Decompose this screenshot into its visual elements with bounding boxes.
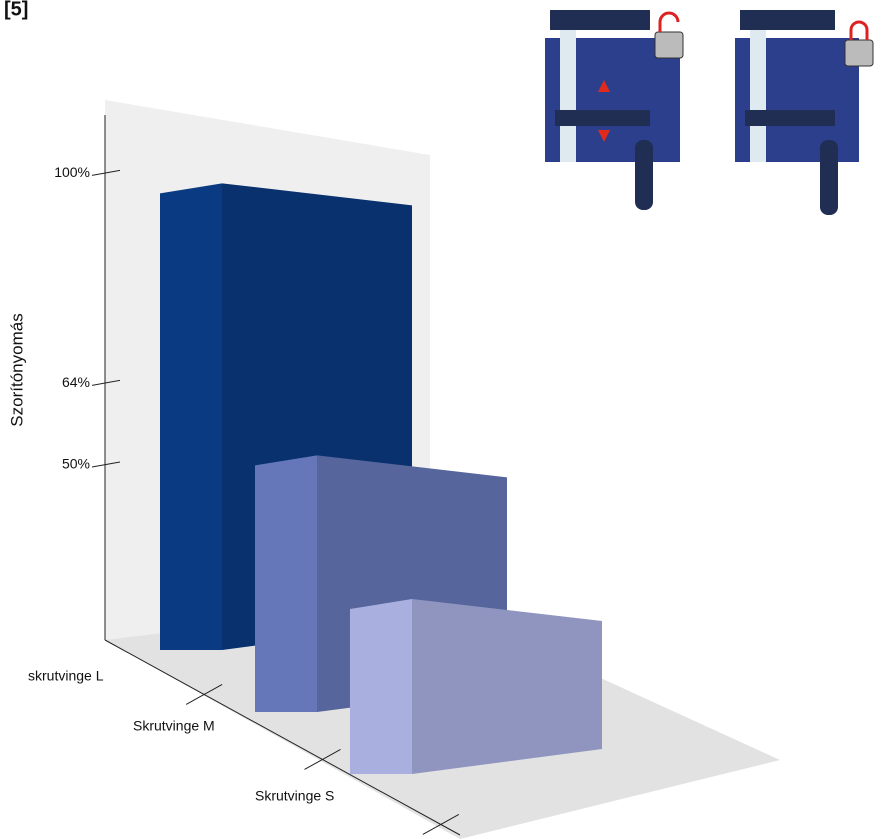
x-tick [304, 749, 341, 770]
y-axis-label: Szorítónyomás [7, 313, 26, 426]
x-tick-label: Skrutvinge S [255, 788, 334, 804]
x-axis [104, 639, 461, 836]
x-tick-label: skrutvinge L [28, 668, 104, 684]
clamp-image-open [545, 10, 684, 210]
y-tick-label: 50% [62, 456, 90, 472]
y-tick [91, 461, 121, 468]
bar-front [255, 455, 317, 712]
clamp-image-locked [735, 10, 874, 215]
y-tick-label: 64% [62, 374, 90, 390]
bar-front [160, 183, 222, 651]
bar-side [412, 599, 602, 774]
x-tick-label: Skrutvinge M [133, 718, 215, 734]
bar-side-shade [412, 599, 602, 774]
y-tick [91, 379, 121, 386]
chart-title: [5] [4, 0, 28, 20]
bar-front [350, 599, 412, 774]
y-tick-label: 100% [54, 164, 90, 180]
x-tick [422, 814, 460, 835]
x-tick [185, 684, 223, 705]
y-tick [91, 169, 121, 176]
